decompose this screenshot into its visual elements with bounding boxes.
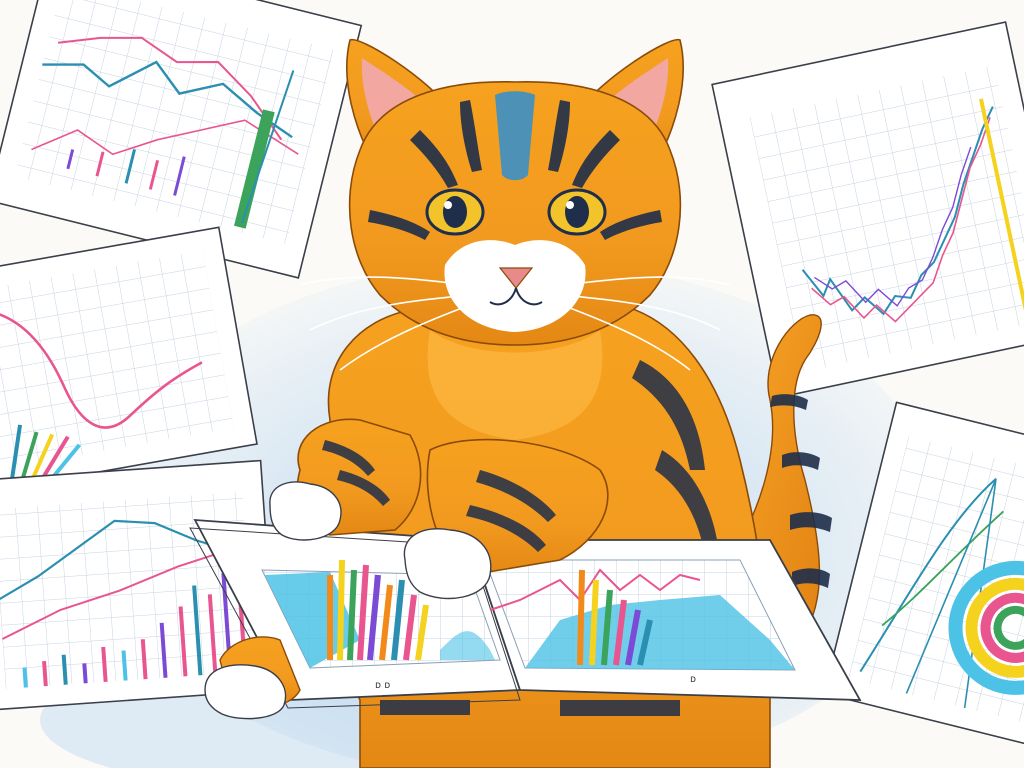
- cat-back-paw: [204, 636, 301, 720]
- cat-chest: [427, 330, 603, 440]
- nose: [498, 267, 534, 289]
- booklet-left-scribble: ᴅ ᴅ: [375, 680, 390, 691]
- left-eye: [425, 188, 485, 236]
- booklet-right-chart: ᴅ: [484, 559, 796, 685]
- chart-sheet-top-right: [711, 21, 1024, 399]
- mouth: [489, 287, 543, 306]
- cat-left-paw-raised: [269, 418, 422, 541]
- forehead-blue-patch: [495, 91, 535, 181]
- head-stripes: [368, 100, 662, 240]
- chart-sheet-top-left: [0, 0, 363, 279]
- chart-sheet-right: [822, 401, 1024, 753]
- right-eye: [547, 188, 607, 236]
- donut-chart: [948, 560, 1024, 695]
- chart-sheet-bottom-left: [0, 459, 278, 712]
- booklet-right-scribble: ᴅ: [690, 674, 696, 685]
- whiskers: [299, 276, 731, 371]
- cat-head: [299, 38, 731, 371]
- cat-right-paw: [403, 438, 609, 600]
- chart-sheet-left: [0, 226, 258, 494]
